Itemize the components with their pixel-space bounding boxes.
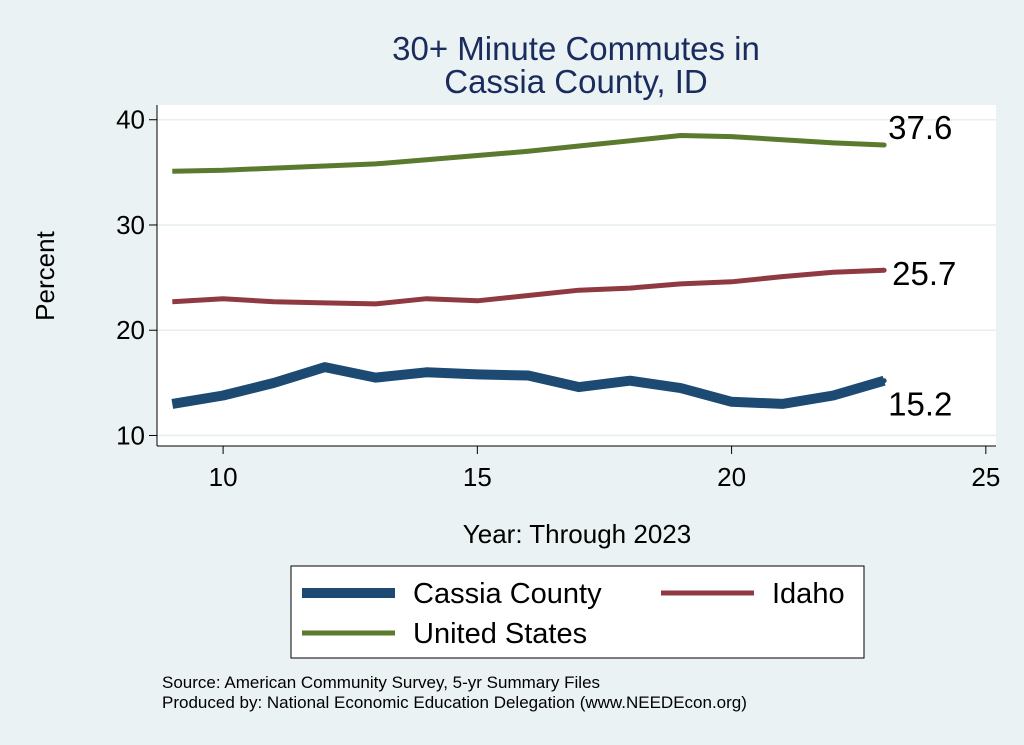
series-line-idaho bbox=[172, 267, 885, 307]
legend-box bbox=[290, 565, 865, 659]
series-line-united-states bbox=[172, 133, 885, 174]
series-end-point bbox=[881, 267, 887, 273]
x-tick-label: 20 bbox=[717, 462, 746, 492]
producer-note: Produced by: National Economic Education… bbox=[162, 693, 747, 712]
legend-label: United States bbox=[413, 618, 587, 650]
y-tick-label: 30 bbox=[116, 210, 145, 240]
end-value-label: 25.7 bbox=[892, 255, 956, 292]
x-axis-title: Year: Through 2023 bbox=[463, 519, 691, 549]
y-tick-label: 40 bbox=[116, 105, 145, 135]
y-tick-label: 20 bbox=[116, 315, 145, 345]
y-tick-label: 10 bbox=[116, 420, 145, 450]
end-value-label: 15.2 bbox=[888, 386, 952, 423]
series-end-point bbox=[881, 142, 887, 148]
y-axis-title: Percent bbox=[30, 230, 60, 320]
x-tick-label: 10 bbox=[209, 462, 238, 492]
series-line-cassia-county bbox=[171, 362, 886, 409]
legend-label: Cassia County bbox=[413, 578, 602, 610]
plot-area bbox=[157, 105, 996, 446]
source-note: Source: American Community Survey, 5-yr … bbox=[162, 673, 601, 692]
legend-label: Idaho bbox=[772, 578, 845, 610]
chart-title-line: Cassia County, ID bbox=[444, 63, 707, 100]
end-value-label: 37.6 bbox=[888, 109, 952, 146]
series-end-point bbox=[881, 378, 887, 384]
x-tick-label: 25 bbox=[971, 462, 1000, 492]
x-tick-label: 15 bbox=[463, 462, 492, 492]
chart-title-line: 30+ Minute Commutes in bbox=[392, 30, 760, 67]
